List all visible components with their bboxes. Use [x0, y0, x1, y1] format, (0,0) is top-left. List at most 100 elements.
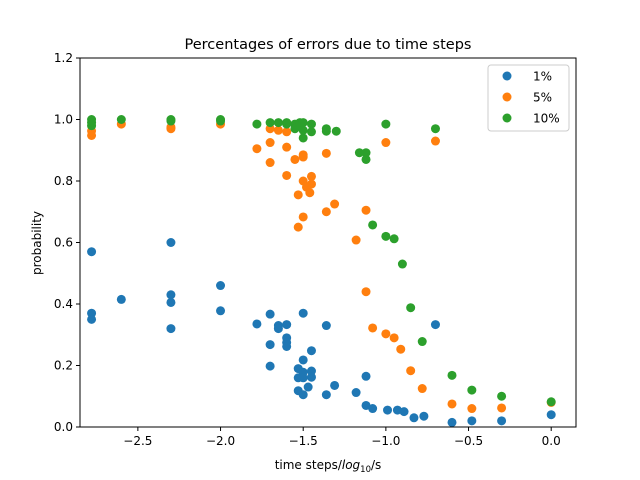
- y-tick-label: 0.8: [54, 174, 73, 188]
- data-point-series-1-7: [265, 124, 275, 134]
- data-point-series-2-17: [298, 118, 308, 128]
- data-point-series-1-25: [321, 148, 331, 158]
- data-point-series-2-31: [389, 234, 399, 244]
- data-point-series-2-19: [298, 133, 308, 143]
- data-point-series-0-41: [399, 407, 409, 417]
- data-point-series-1-35: [396, 344, 406, 354]
- data-point-series-0-11: [265, 309, 275, 319]
- data-point-series-0-15: [273, 324, 283, 334]
- data-point-series-1-36: [406, 366, 416, 376]
- x-tick-label: −1.5: [289, 434, 318, 448]
- y-tick-label: 0.0: [54, 420, 73, 434]
- y-tick-label: 0.2: [54, 359, 73, 373]
- data-point-series-2-12: [282, 119, 292, 129]
- data-point-series-1-20: [298, 212, 308, 222]
- data-point-series-0-35: [351, 388, 361, 398]
- data-point-series-0-48: [546, 410, 556, 420]
- legend-marker-1: [502, 92, 512, 102]
- data-point-series-2-32: [397, 259, 407, 269]
- data-point-series-1-23: [306, 171, 316, 181]
- data-point-series-0-2: [87, 314, 97, 324]
- data-point-series-0-23: [298, 308, 308, 318]
- data-point-series-1-32: [381, 138, 391, 148]
- data-point-series-0-47: [497, 416, 507, 426]
- data-point-series-0-43: [419, 411, 429, 421]
- data-point-series-0-10: [252, 319, 262, 329]
- y-tick-label: 0.4: [54, 297, 73, 311]
- data-point-series-1-24: [306, 179, 316, 189]
- data-point-series-0-27: [298, 390, 308, 400]
- data-point-series-2-39: [546, 397, 556, 407]
- data-point-series-1-37: [417, 384, 427, 394]
- legend: 1% 5% 10%: [487, 64, 570, 132]
- data-point-series-0-30: [306, 366, 316, 376]
- data-point-series-2-29: [381, 119, 391, 129]
- y-axis-label: probability: [30, 211, 44, 275]
- data-point-series-2-20: [306, 119, 316, 129]
- data-point-series-0-26: [298, 373, 308, 383]
- data-point-series-1-16: [293, 222, 303, 232]
- data-point-series-0-32: [321, 321, 331, 331]
- data-point-series-2-27: [361, 154, 371, 164]
- data-point-series-1-12: [282, 142, 292, 152]
- data-point-series-0-13: [265, 361, 275, 371]
- data-point-series-0-46: [467, 416, 477, 426]
- data-point-series-2-2: [87, 121, 97, 131]
- data-point-series-0-33: [321, 390, 331, 400]
- data-point-series-1-9: [265, 158, 275, 168]
- legend-label-2: 10%: [533, 112, 560, 126]
- data-point-series-0-16: [282, 320, 292, 330]
- data-point-series-0-1: [87, 308, 97, 318]
- x-axis-label-unit: /s: [371, 458, 381, 472]
- x-tick-label: −2.0: [206, 434, 235, 448]
- data-point-series-1-41: [497, 403, 507, 413]
- data-point-series-2-25: [354, 148, 364, 158]
- data-point-series-0-0: [87, 247, 97, 257]
- legend-marker-2: [502, 113, 512, 123]
- data-point-series-1-33: [381, 329, 391, 339]
- data-point-series-0-36: [361, 371, 371, 381]
- data-point-series-0-44: [430, 320, 440, 330]
- data-point-series-1-39: [447, 399, 457, 409]
- data-point-series-0-19: [282, 341, 292, 351]
- x-tick-label: −1.0: [371, 434, 400, 448]
- data-point-series-1-26: [321, 207, 331, 217]
- data-point-series-0-29: [306, 346, 316, 356]
- data-point-series-1-13: [282, 170, 292, 180]
- data-point-series-2-24: [331, 126, 341, 136]
- data-point-series-1-8: [265, 138, 275, 148]
- data-point-series-0-8: [216, 281, 226, 291]
- chart-title: Percentages of errors due to time steps: [185, 37, 472, 53]
- data-point-series-0-5: [166, 290, 176, 300]
- data-point-series-2-30: [381, 231, 391, 241]
- data-point-series-0-24: [298, 355, 308, 365]
- data-point-series-1-31: [368, 323, 378, 333]
- data-point-series-0-42: [409, 413, 419, 423]
- data-point-series-2-36: [447, 370, 457, 380]
- data-point-series-0-34: [330, 380, 340, 390]
- data-point-series-1-10: [273, 125, 283, 135]
- y-axis: 0.0 0.2 0.4 0.6 0.8 1.0 1.2: [54, 51, 80, 434]
- x-axis-label-sub: 10: [360, 465, 371, 475]
- data-point-series-2-5: [166, 116, 176, 126]
- x-tick-label: −2.5: [123, 434, 152, 448]
- data-point-series-2-8: [252, 119, 262, 129]
- data-point-series-0-4: [166, 238, 176, 247]
- data-point-series-2-3: [116, 115, 126, 124]
- legend-label-1: 5%: [533, 91, 552, 105]
- data-point-series-0-31: [306, 372, 316, 382]
- data-point-series-0-9: [216, 306, 226, 316]
- data-point-series-2-38: [497, 391, 507, 401]
- x-axis: −2.5 −2.0 −1.5 −1.0 −0.5 0.0: [123, 427, 561, 448]
- data-point-series-1-4: [166, 124, 176, 134]
- data-point-series-2-10: [273, 118, 283, 128]
- data-point-series-0-39: [383, 405, 393, 415]
- data-point-series-2-33: [406, 303, 416, 313]
- data-point-series-1-40: [467, 404, 477, 414]
- data-point-series-1-27: [330, 199, 340, 209]
- data-point-series-1-6: [252, 144, 262, 154]
- data-point-series-2-37: [467, 385, 477, 395]
- data-point-series-2-7: [216, 116, 226, 126]
- data-point-series-1-11: [282, 127, 292, 137]
- y-tick-label: 1.0: [54, 113, 73, 127]
